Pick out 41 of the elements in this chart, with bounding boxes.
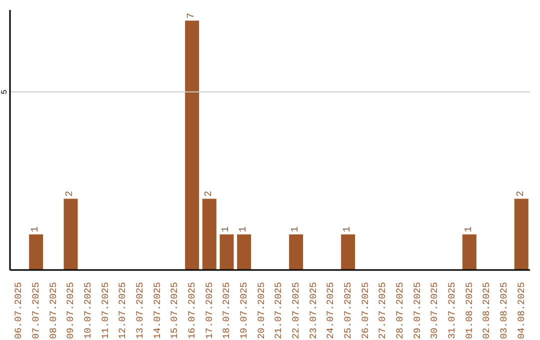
x-tick-label: 07.07.2025	[30, 282, 42, 340]
x-tick-label: 25.07.2025	[342, 282, 354, 340]
x-tick-label: 27.07.2025	[377, 282, 388, 340]
x-tick-label: 24.07.2025	[325, 282, 336, 340]
x-tick-label: 31.07.2025	[446, 282, 458, 340]
data-label: 2	[65, 190, 76, 197]
x-tick-label: 20.07.2025	[256, 282, 267, 340]
x-tick-label: 03.08.2025	[498, 282, 510, 340]
x-tick-label: 02.08.2025	[481, 282, 492, 340]
data-label: 2	[204, 190, 215, 197]
data-label: 1	[464, 226, 475, 232]
data-label: 1	[221, 226, 232, 232]
x-tick-label: 08.07.2025	[48, 282, 59, 340]
x-tick-label: 28.07.2025	[394, 282, 406, 340]
x-tick-label: 13.07.2025	[134, 282, 146, 340]
x-tick-label: 26.07.2025	[360, 282, 371, 340]
data-label: 1	[30, 226, 42, 232]
y-tick-label: 5	[0, 89, 10, 94]
x-tick-label: 23.07.2025	[308, 282, 319, 340]
x-tick-label: 22.07.2025	[290, 282, 302, 340]
x-tick-label: 15.07.2025	[169, 282, 180, 340]
x-tick-label: 06.07.2025	[13, 282, 24, 340]
x-tick-label: 14.07.2025	[152, 282, 163, 340]
x-tick-label: 01.08.2025	[464, 282, 475, 340]
x-tick-label: 19.07.2025	[238, 282, 250, 340]
data-label: 1	[238, 226, 250, 232]
data-label: 7	[186, 12, 198, 19]
data-label: 1	[342, 226, 354, 232]
data-label: 2	[516, 190, 527, 197]
x-tick-label: 10.07.2025	[82, 282, 94, 340]
x-tick-label: 21.07.2025	[273, 282, 284, 340]
x-tick-label: 30.07.2025	[429, 282, 440, 340]
x-tick-label: 18.07.2025	[221, 282, 232, 340]
data-label: 1	[290, 226, 302, 232]
x-tick-label: 12.07.2025	[117, 282, 128, 340]
x-tick-label: 16.07.2025	[186, 282, 198, 340]
x-tick-label: 29.07.2025	[412, 282, 423, 340]
x-tick-label: 11.07.2025	[100, 282, 111, 340]
x-tick-label: 09.07.2025	[65, 282, 76, 340]
x-tick-label: 04.08.2025	[516, 282, 527, 340]
x-tick-label: 17.07.2025	[204, 282, 215, 340]
